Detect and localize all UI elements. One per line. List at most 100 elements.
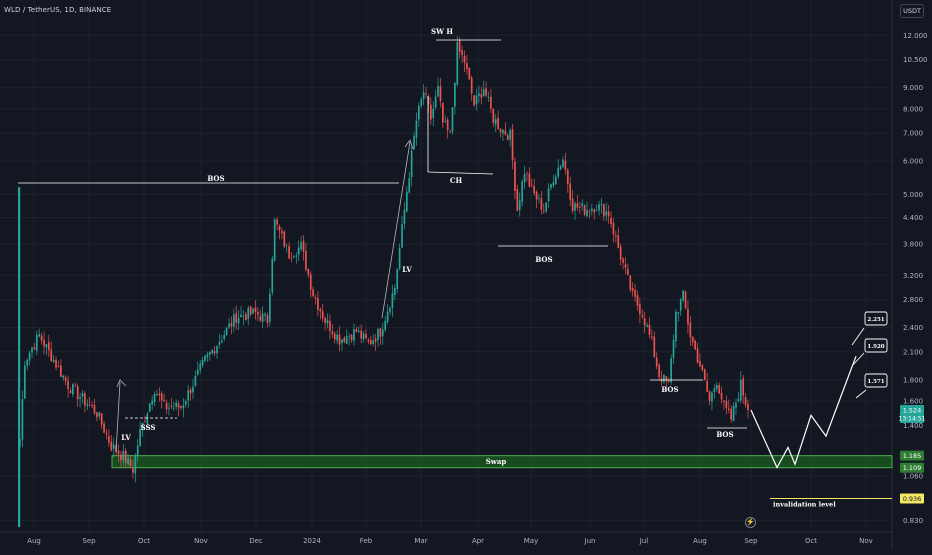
candle xyxy=(156,393,158,396)
candle xyxy=(485,88,487,96)
candle xyxy=(23,365,26,399)
candle xyxy=(636,295,639,306)
x-tick-label: 2024 xyxy=(303,537,321,545)
price-tag xyxy=(900,462,924,473)
y-tick-label: 6.000 xyxy=(903,158,923,166)
candle xyxy=(547,188,550,202)
y-tick-label: 3.800 xyxy=(903,241,923,249)
candle xyxy=(598,204,600,211)
candle xyxy=(684,291,687,308)
lightning-icon[interactable]: ⚡ xyxy=(745,517,756,528)
candle xyxy=(711,392,713,402)
candle xyxy=(672,339,675,358)
candle xyxy=(703,369,706,381)
candle xyxy=(264,313,266,316)
candle xyxy=(228,323,230,328)
candle xyxy=(86,404,89,407)
candle xyxy=(590,208,593,211)
candle xyxy=(336,334,338,341)
candle xyxy=(208,352,211,355)
candle xyxy=(309,274,312,290)
price-tag-label: 1.185 xyxy=(903,452,922,460)
y-tick-label: 8.000 xyxy=(903,105,923,113)
candle xyxy=(189,389,192,394)
candle xyxy=(360,330,363,339)
y-tick-label: 1.800 xyxy=(903,376,923,384)
candle xyxy=(622,258,624,263)
projection-path xyxy=(750,355,857,469)
candle xyxy=(348,335,350,337)
lv-left-arrow xyxy=(115,381,121,453)
candle xyxy=(225,327,228,335)
candle xyxy=(706,381,708,392)
candle xyxy=(732,405,735,422)
candle xyxy=(151,400,153,405)
candle xyxy=(502,129,504,134)
candle xyxy=(141,422,144,431)
candle xyxy=(398,248,401,269)
candle xyxy=(667,380,670,382)
candle xyxy=(331,331,334,335)
target-arrow xyxy=(855,389,867,399)
sss-label: SSS xyxy=(141,423,156,432)
candle xyxy=(735,402,737,408)
candle xyxy=(43,339,45,347)
candle xyxy=(33,347,36,350)
candle xyxy=(511,128,514,161)
candle xyxy=(415,120,418,138)
candle xyxy=(689,322,692,338)
candle xyxy=(715,385,718,390)
lv-left-arrowhead xyxy=(116,379,127,388)
candle xyxy=(26,359,29,366)
currency-button[interactable]: USDT xyxy=(900,4,924,18)
candle xyxy=(168,407,170,409)
candle xyxy=(497,117,499,130)
x-tick-label: Oct xyxy=(805,537,817,545)
candle xyxy=(52,360,55,363)
y-tick-label: 2.100 xyxy=(903,348,923,356)
candle xyxy=(163,399,165,402)
candle xyxy=(192,386,194,393)
candle xyxy=(653,336,656,357)
price-tag xyxy=(900,493,924,504)
candle xyxy=(165,402,168,410)
candle xyxy=(624,264,627,268)
candle xyxy=(177,403,180,408)
candle xyxy=(523,173,526,183)
candle xyxy=(682,290,684,301)
candle xyxy=(518,200,521,210)
candle xyxy=(319,308,322,312)
x-tick-label: Sep xyxy=(82,537,96,545)
candle xyxy=(408,178,411,193)
candle xyxy=(482,89,485,97)
candle xyxy=(160,393,163,401)
y-tick-label: 1.600 xyxy=(903,398,923,406)
candle xyxy=(643,318,646,326)
candle xyxy=(658,364,660,378)
y-tick-label: 0.830 xyxy=(903,517,923,525)
candle xyxy=(305,250,307,270)
candle xyxy=(466,63,468,69)
candle xyxy=(93,405,96,414)
candle xyxy=(430,104,432,120)
bos-bottom-label: BOS xyxy=(716,430,733,439)
candle xyxy=(100,413,103,425)
candle xyxy=(28,352,31,361)
invalidation-label: invalidation level xyxy=(773,500,836,508)
bos-right-label: BOS xyxy=(661,385,678,394)
candle xyxy=(105,432,108,435)
candle xyxy=(571,198,574,212)
candle xyxy=(538,197,540,199)
candle xyxy=(288,245,290,259)
candle xyxy=(391,293,394,308)
candle xyxy=(739,380,742,401)
symbol-header: WLD / TetherUS, 1D, BINANCE xyxy=(4,6,112,14)
candle xyxy=(384,320,387,331)
candle xyxy=(69,390,72,394)
candle xyxy=(362,333,365,340)
candle xyxy=(603,204,605,217)
candle xyxy=(220,340,223,343)
candle xyxy=(223,334,226,340)
